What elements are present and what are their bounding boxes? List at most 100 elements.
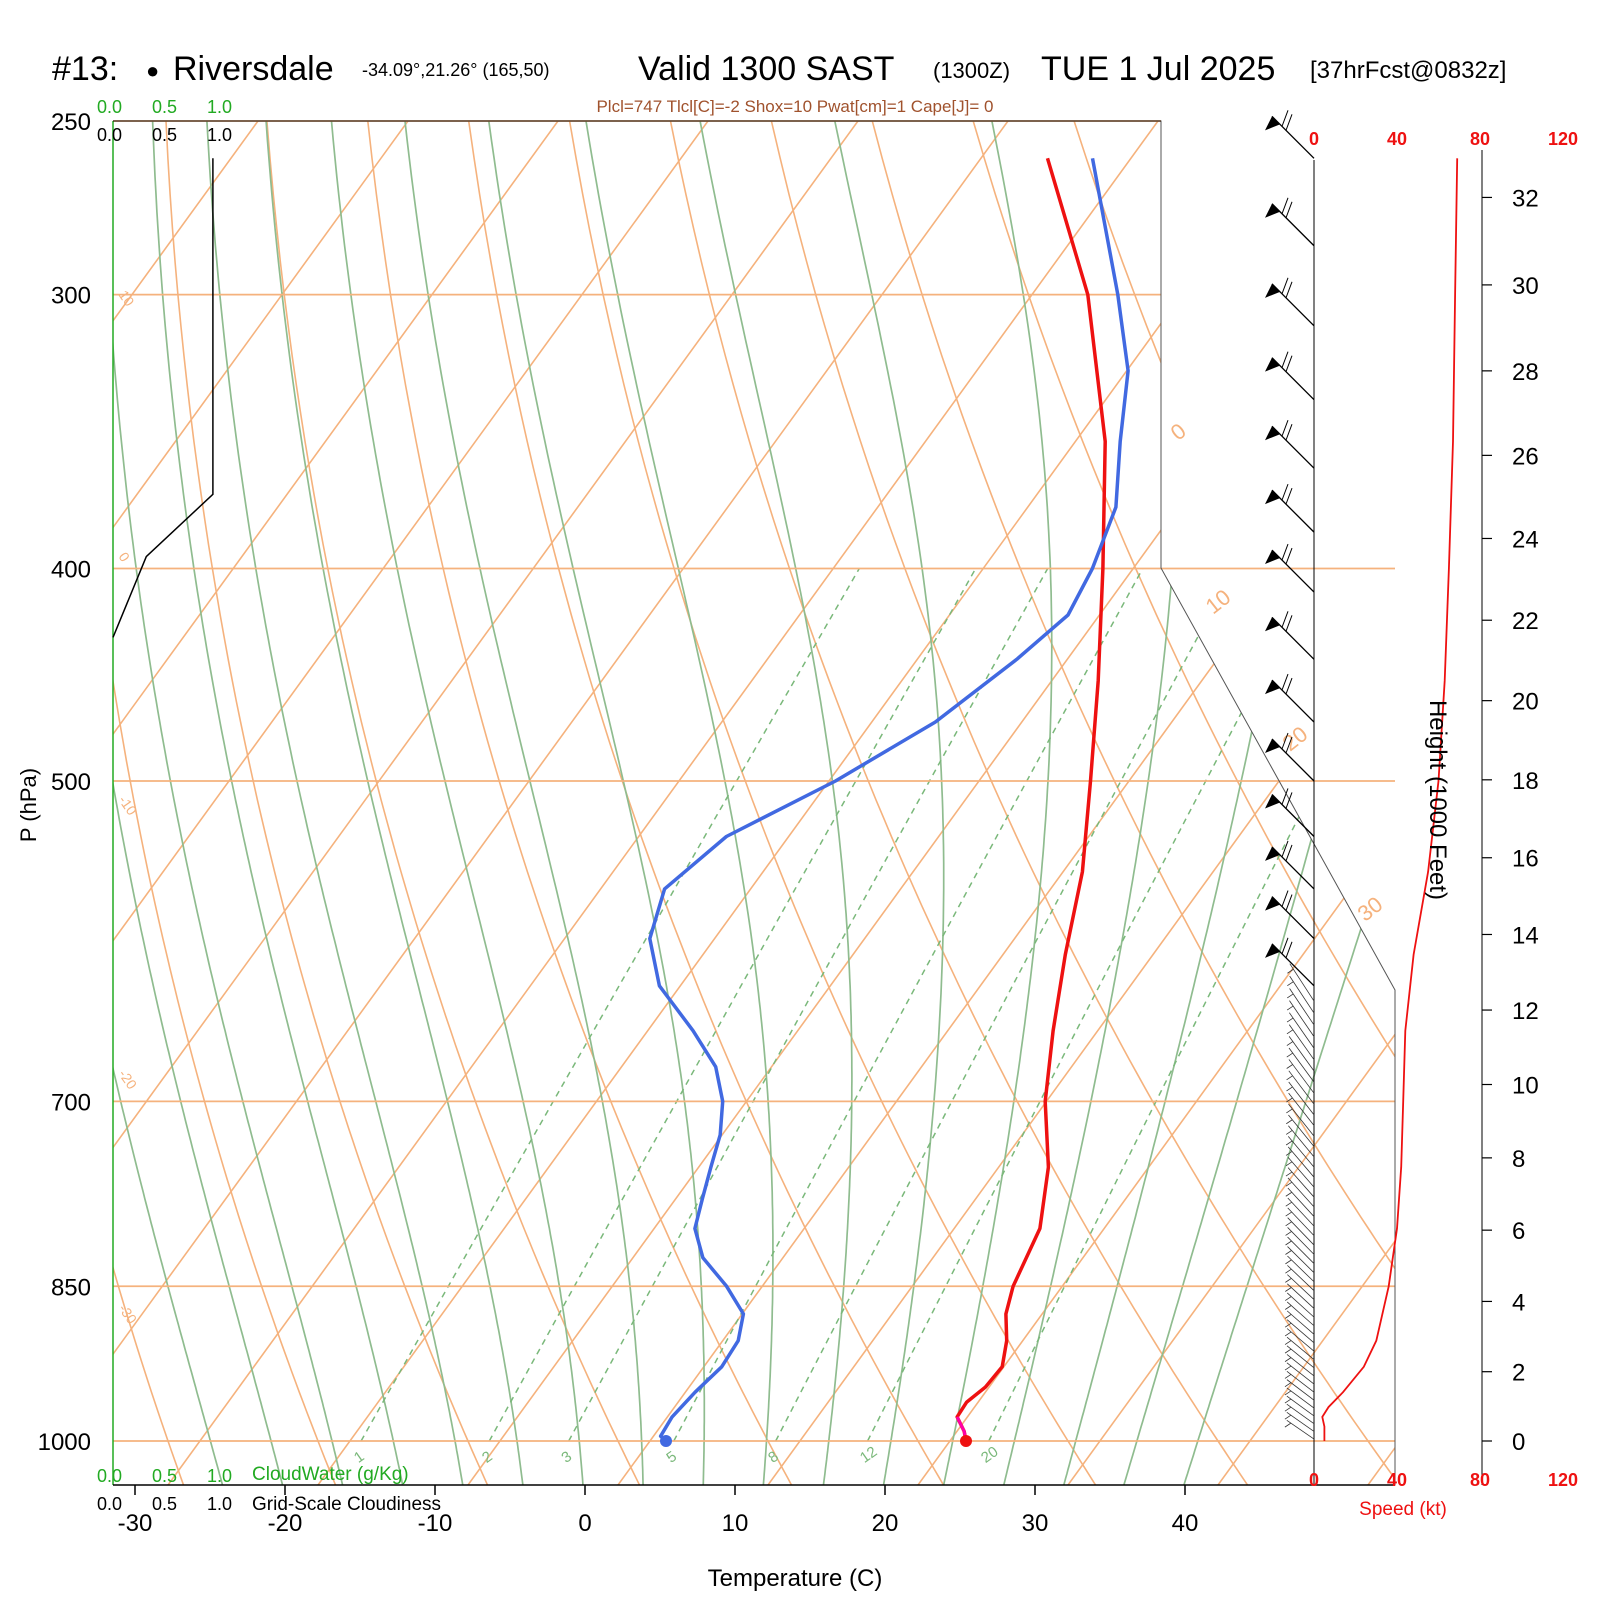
barb-flag bbox=[1285, 677, 1293, 695]
barb-staff bbox=[1271, 549, 1315, 593]
x-tick-label: 20 bbox=[872, 1510, 899, 1537]
mixing-ratio-line bbox=[866, 568, 1318, 1442]
isotherm-line bbox=[1067, 121, 1395, 1485]
dry-adiabat-line bbox=[1174, 121, 1395, 1485]
barb-flag bbox=[1281, 611, 1289, 628]
speed-profile bbox=[1321, 158, 1459, 1441]
mixing-ratio-label: 3 bbox=[558, 1448, 575, 1467]
cloudwater-top-tick: 0.5 bbox=[152, 97, 177, 117]
isotherm-line bbox=[1217, 121, 1395, 1485]
low-wind-barb bbox=[1286, 1319, 1315, 1344]
low-wind-barb bbox=[1288, 1103, 1315, 1137]
low-wind-barb bbox=[1286, 1336, 1315, 1360]
x-axis-title: Temperature (C) bbox=[708, 1565, 883, 1592]
speed-bottom-tick: 80 bbox=[1470, 1470, 1490, 1490]
low-wind-barb-flag bbox=[1286, 1075, 1293, 1081]
dry-adiabat-line bbox=[770, 121, 1395, 1485]
height-tick-label: 0 bbox=[1512, 1429, 1525, 1456]
barb-flag bbox=[1281, 543, 1289, 561]
moist-adiabat-line bbox=[487, 121, 706, 1485]
cloudwater-legend: CloudWater (g/Kg) bbox=[252, 1464, 409, 1485]
isotherm-line bbox=[113, 121, 1009, 1485]
low-wind-barb bbox=[1287, 1177, 1315, 1208]
moist-adiabat-line bbox=[113, 121, 285, 1485]
barb-flag bbox=[1285, 941, 1293, 959]
low-wind-barb-flag bbox=[1284, 1390, 1292, 1396]
speed-bottom-tick: 120 bbox=[1548, 1470, 1578, 1490]
y-tick-label: 400 bbox=[51, 557, 91, 584]
isotherm-line bbox=[467, 121, 1395, 1485]
low-wind-barb-flag bbox=[1285, 1278, 1292, 1283]
isotherm-line bbox=[617, 121, 1395, 1485]
low-wind-barb-flag bbox=[1284, 1305, 1292, 1310]
isotherm-label: 10 bbox=[1201, 584, 1236, 619]
isotherm-label: 0 bbox=[116, 549, 134, 565]
height-tick-label: 28 bbox=[1512, 359, 1539, 386]
barb-staff bbox=[1271, 203, 1315, 247]
barb-pennant bbox=[1265, 203, 1280, 218]
height-axis-title: Height (1000 Feet) bbox=[1424, 700, 1451, 900]
barb-flag bbox=[1281, 351, 1289, 368]
x-tick-label: 30 bbox=[1022, 1510, 1049, 1537]
height-tick-label: 10 bbox=[1512, 1073, 1539, 1100]
low-wind-barb-flag bbox=[1285, 1287, 1292, 1292]
chart-frame bbox=[112, 120, 1396, 1486]
barb-flag bbox=[1285, 894, 1293, 911]
height-tick-label: 32 bbox=[1512, 185, 1539, 212]
low-wind-barb bbox=[1289, 963, 1315, 1002]
cloudwater-bottom-tick: 0.0 bbox=[97, 1466, 122, 1486]
low-wind-barb bbox=[1287, 1157, 1315, 1188]
isotherm-line bbox=[113, 121, 559, 1485]
low-wind-barb-flag bbox=[1285, 1140, 1293, 1146]
low-wind-barb bbox=[1286, 1379, 1315, 1401]
moist-adiabat-line bbox=[942, 121, 1053, 1485]
cloud-scales: 0.0 0.5 1.0 0.0 0.5 1.0 0.0 0.5 1.0 Clou… bbox=[97, 97, 441, 1515]
barb-staff bbox=[1271, 679, 1315, 723]
station-location: -34.09°,21.26° (165,50) bbox=[362, 60, 550, 80]
speed-top-tick: 120 bbox=[1548, 129, 1578, 149]
low-wind-barb bbox=[1288, 1114, 1315, 1147]
moist-adiabat-line bbox=[113, 121, 225, 1485]
low-wind-barb bbox=[1286, 1403, 1315, 1425]
dry-adiabat-line bbox=[467, 121, 946, 1485]
x-tick-label: -20 bbox=[268, 1510, 303, 1537]
barb-staff bbox=[1271, 943, 1315, 987]
x-tick-label: 0 bbox=[578, 1510, 591, 1537]
barb-flag bbox=[1285, 792, 1293, 809]
low-wind-barb-flag bbox=[1284, 1340, 1292, 1345]
barb-flag bbox=[1281, 890, 1289, 907]
low-wind-barb bbox=[1288, 1047, 1315, 1083]
low-wind-barb bbox=[1286, 1411, 1315, 1432]
dry-adiabat-line bbox=[972, 121, 1395, 1485]
dry-adiabat-line bbox=[113, 121, 186, 1485]
barb-pennant bbox=[1265, 846, 1280, 861]
low-wind-barb-flag bbox=[1286, 1108, 1293, 1114]
height-tick-label: 4 bbox=[1512, 1289, 1525, 1316]
low-wind-barb-flag bbox=[1284, 1357, 1292, 1362]
wind-barb bbox=[1265, 937, 1315, 987]
low-wind-barb-flag bbox=[1285, 1151, 1293, 1156]
low-wind-barb-flag bbox=[1284, 1422, 1292, 1428]
low-wind-barb bbox=[1288, 1036, 1315, 1072]
barb-pennant bbox=[1265, 896, 1280, 911]
low-wind-barb-flag bbox=[1286, 1064, 1293, 1069]
mixing-ratio-line bbox=[360, 568, 860, 1442]
isotherm-line bbox=[113, 121, 709, 1485]
temperature-surface-point bbox=[960, 1435, 972, 1447]
barb-pennant bbox=[1265, 739, 1280, 753]
dry-adiabat-line bbox=[113, 121, 338, 1485]
x-tick-label: 10 bbox=[722, 1510, 749, 1537]
station-bullet-icon: ● bbox=[146, 58, 159, 83]
barb-staff bbox=[1271, 115, 1315, 159]
wind-barb bbox=[1265, 840, 1315, 890]
cloudwater-bottom-tick: 1.0 bbox=[207, 1466, 232, 1486]
low-wind-barb-flag bbox=[1285, 1191, 1293, 1197]
low-wind-barb-flag bbox=[1286, 1017, 1294, 1023]
barb-flag bbox=[1285, 615, 1293, 632]
valid-time-zulu: (1300Z) bbox=[933, 58, 1010, 83]
height-tick-label: 18 bbox=[1512, 768, 1539, 795]
low-wind-barb bbox=[1289, 1012, 1315, 1049]
barb-flag bbox=[1285, 487, 1293, 505]
sounding-indices: Plcl=747 Tlcl[C]=-2 Shox=10 Pwat[cm]=1 C… bbox=[596, 97, 993, 116]
